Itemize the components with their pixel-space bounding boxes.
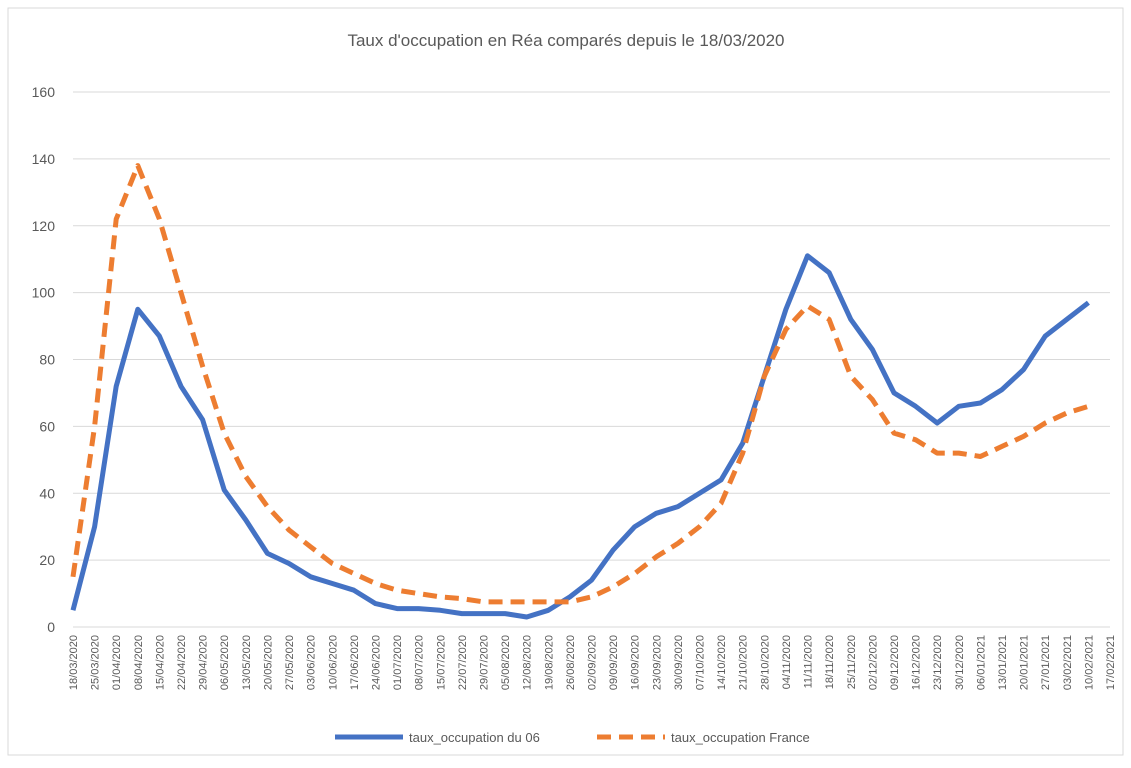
chart-title: Taux d'occupation en Réa comparés depuis… <box>347 31 784 50</box>
x-tick-label: 03/06/2020 <box>306 635 318 690</box>
line-series <box>70 253 1090 620</box>
x-tick-label: 13/01/2021 <box>997 635 1009 690</box>
y-tick-label: 0 <box>47 619 55 635</box>
x-tick-label: 03/02/2021 <box>1062 635 1074 690</box>
y-tick-label: 40 <box>39 485 55 501</box>
chart-frame <box>7 7 1124 756</box>
x-tick-label: 09/09/2020 <box>608 635 620 690</box>
x-tick-label: 23/09/2020 <box>651 635 663 690</box>
x-tick-label: 18/11/2020 <box>824 635 836 689</box>
x-tick-label: 30/12/2020 <box>954 635 966 690</box>
legend-label: taux_occupation du 06 <box>409 730 540 745</box>
x-tick-label: 20/01/2021 <box>1019 635 1031 690</box>
x-tick-label: 08/04/2020 <box>133 635 145 690</box>
x-tick-label: 02/12/2020 <box>867 635 879 690</box>
y-tick-label: 100 <box>32 285 56 301</box>
x-tick-label: 16/09/2020 <box>630 635 642 690</box>
y-tick-label: 20 <box>39 552 55 568</box>
x-tick-label: 17/02/2021 <box>1105 635 1117 690</box>
x-tick-label: 26/08/2020 <box>565 635 577 690</box>
y-tick-label: 60 <box>39 418 55 434</box>
x-tick-label: 11/11/2020 <box>803 635 815 688</box>
x-tick-label: 08/07/2020 <box>414 635 426 690</box>
x-tick-label: 25/03/2020 <box>90 635 102 690</box>
x-tick-label: 06/01/2021 <box>975 635 987 690</box>
x-tick-label: 22/04/2020 <box>176 635 188 690</box>
x-tick-label: 14/10/2020 <box>716 635 728 690</box>
x-tick-label: 28/10/2020 <box>759 635 771 690</box>
x-tick-label: 01/07/2020 <box>392 635 404 690</box>
x-tick-label: 04/11/2020 <box>781 635 793 689</box>
y-tick-label: 140 <box>32 151 56 167</box>
x-tick-label: 02/09/2020 <box>587 635 599 690</box>
x-tick-label: 17/06/2020 <box>349 635 361 690</box>
x-tick-label: 25/11/2020 <box>846 635 858 689</box>
legend-label: taux_occupation France <box>671 730 810 745</box>
x-tick-label: 07/10/2020 <box>695 635 707 690</box>
x-tick-label: 20/05/2020 <box>262 635 274 690</box>
x-tick-label: 15/04/2020 <box>154 635 166 690</box>
y-tick-label: 120 <box>32 218 56 234</box>
x-tick-label: 13/05/2020 <box>241 635 253 690</box>
x-tick-label: 21/10/2020 <box>738 635 750 690</box>
x-tick-label: 29/07/2020 <box>478 635 490 690</box>
x-tick-label: 30/09/2020 <box>673 635 685 690</box>
line-series <box>70 163 1090 605</box>
x-tick-label: 19/08/2020 <box>543 635 555 690</box>
x-tick-label: 16/12/2020 <box>911 635 923 690</box>
x-tick-label: 24/06/2020 <box>370 635 382 690</box>
x-tick-label: 09/12/2020 <box>889 635 901 690</box>
x-tick-label: 05/08/2020 <box>500 635 512 690</box>
x-tick-label: 27/05/2020 <box>284 635 296 690</box>
x-tick-label: 12/08/2020 <box>522 635 534 690</box>
x-tick-label: 10/02/2021 <box>1083 635 1095 690</box>
x-tick-label: 27/01/2021 <box>1040 635 1052 690</box>
x-tick-label: 23/12/2020 <box>932 635 944 690</box>
x-tick-label: 15/07/2020 <box>435 635 447 690</box>
x-tick-label: 29/04/2020 <box>198 635 210 690</box>
x-tick-label: 22/07/2020 <box>457 635 469 690</box>
x-tick-label: 18/03/2020 <box>68 635 80 690</box>
x-tick-label: 10/06/2020 <box>327 635 339 690</box>
y-tick-label: 80 <box>39 352 55 368</box>
y-tick-label: 160 <box>32 84 56 100</box>
x-tick-label: 01/04/2020 <box>111 635 123 690</box>
x-tick-label: 06/05/2020 <box>219 635 231 690</box>
